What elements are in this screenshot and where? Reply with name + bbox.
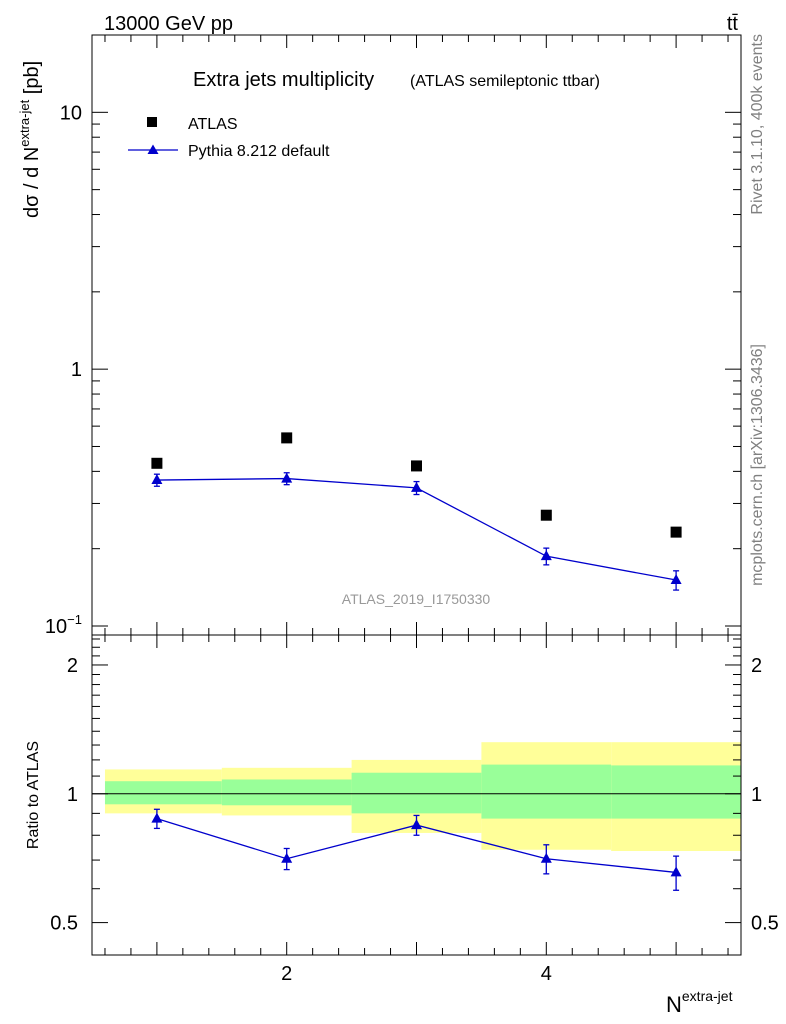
main-ticks	[92, 34, 741, 635]
rivet-label: Rivet 3.1.10, 400k events	[749, 34, 766, 215]
atlas-point	[411, 460, 422, 472]
analysis-watermark: ATLAS_2019_I1750330	[342, 591, 491, 607]
ratio-data	[151, 808, 682, 891]
inner-uncertainty-band	[481, 764, 612, 819]
main-y-axis-label: dσ / d Nextra-jet [pb]	[17, 61, 43, 218]
inner-uncertainty-band	[351, 772, 482, 814]
ratio-panel: 0.5 0.5 1 1 2 2 2 4 Ratio to ATLAS Nextra-jet	[25, 634, 779, 1017]
ratio-ticks	[92, 635, 741, 955]
legend: ATLAS Pythia 8.212 default	[128, 116, 330, 160]
chart-subtitle: (ATLAS semileptonic ttbar)	[410, 73, 600, 90]
x-tick-label: 4	[541, 963, 552, 985]
ratio-y-tick-label-left: 0.5	[50, 913, 78, 935]
ratio-bands	[104, 742, 741, 852]
x-tick-label: 2	[281, 963, 292, 985]
y-tick-label: 10−1	[45, 612, 82, 638]
atlas-point	[151, 457, 163, 469]
y-tick-label: 10	[60, 102, 82, 124]
ratio-tick-labels: 0.5 0.5 1 1 2 2 2 4	[50, 655, 779, 985]
ratio-y-tick-label-left: 2	[67, 655, 78, 677]
atlas-point	[670, 526, 682, 538]
legend-atlas-label: ATLAS	[188, 116, 238, 133]
ratio-y-tick-label-right: 1	[751, 784, 762, 806]
inner-uncertainty-band	[611, 765, 741, 819]
pythia-point	[670, 574, 682, 585]
main-panel: 10−1 1 10 Extra jets multiplicity (ATLAS s…	[17, 34, 742, 638]
main-data	[151, 432, 682, 591]
atlas-point	[540, 509, 552, 521]
energy-label: 13000 GeV pp	[104, 13, 233, 35]
pythia-point	[411, 481, 422, 492]
ratio-point	[670, 866, 682, 877]
mcplots-label: mcplots.cern.ch [arXiv:1306.3436]	[749, 344, 766, 586]
pythia-point	[151, 474, 163, 485]
inner-uncertainty-band	[104, 781, 222, 805]
ratio-y-tick-label-right: 0.5	[751, 913, 779, 935]
process-label: tt̄	[727, 13, 739, 35]
atlas-point	[281, 432, 293, 444]
chart-title: Extra jets multiplicity	[193, 69, 374, 91]
ratio-point	[151, 812, 163, 823]
legend-pythia-label: Pythia 8.212 default	[188, 143, 330, 160]
y-tick-label: 1	[71, 359, 82, 381]
ratio-y-tick-label-left: 1	[67, 784, 78, 806]
legend-pythia-marker	[147, 144, 159, 154]
ratio-point	[540, 852, 552, 863]
inner-uncertainty-band	[221, 779, 352, 806]
legend-atlas-marker	[147, 117, 157, 127]
ratio-point	[411, 819, 422, 830]
main-y-tick-labels: 10−1 1 10	[45, 102, 82, 638]
pythia-point	[540, 550, 552, 561]
ratio-y-axis-label: Ratio to ATLAS	[25, 741, 42, 849]
ratio-point	[281, 852, 293, 863]
ratio-y-tick-label-right: 2	[751, 655, 762, 677]
pythia-point	[281, 472, 293, 483]
x-axis-label: Nextra-jet	[666, 988, 733, 1017]
